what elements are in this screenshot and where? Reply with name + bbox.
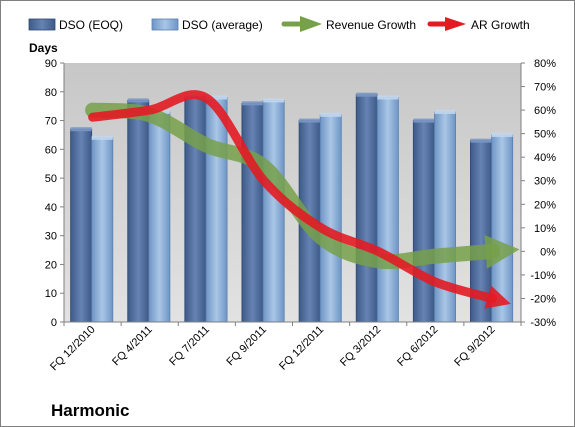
y-tick-label-0: 0 bbox=[51, 317, 57, 329]
y-tick-label-2: 20 bbox=[45, 259, 57, 271]
y-axis-title: Days bbox=[29, 41, 58, 55]
legend-item-dso-average: DSO (average) bbox=[151, 18, 263, 32]
bar-dso-average-7 bbox=[491, 134, 514, 323]
y-tick-label-3: 30 bbox=[45, 231, 57, 243]
y-tick-label-4: 40 bbox=[45, 202, 57, 214]
company-label: Harmonic bbox=[51, 401, 129, 420]
bar-dso-eoq-3 bbox=[241, 102, 264, 323]
line-revenue-growth bbox=[85, 102, 520, 270]
y-tick-label-8: 80 bbox=[45, 87, 57, 99]
y-right-tick-label-8: 50% bbox=[534, 129, 556, 141]
legend-label-revenue-growth: Revenue Growth bbox=[326, 18, 416, 32]
bar-cap-dso-eoq-0 bbox=[70, 127, 92, 132]
bar-cap-dso-average-4 bbox=[320, 112, 342, 117]
legend-label-ar-growth: AR Growth bbox=[471, 18, 530, 32]
bar-cap-dso-average-3 bbox=[263, 98, 285, 103]
x-tick-label-6: FQ 6/2012 bbox=[395, 324, 440, 369]
bar-cap-dso-average-5 bbox=[377, 95, 399, 100]
bar-cap-dso-average-0 bbox=[91, 135, 113, 140]
legend-item-ar-growth: AR Growth bbox=[427, 17, 530, 32]
legend-swatch-dso-eoq bbox=[28, 18, 56, 31]
y-right-tick-label-7: 40% bbox=[534, 152, 556, 164]
bar-cap-dso-average-6 bbox=[434, 109, 456, 114]
x-tick-label-4: FQ 12/2011 bbox=[277, 324, 326, 373]
bar-dso-average-4 bbox=[319, 114, 342, 323]
bar-dso-average-5 bbox=[376, 97, 399, 323]
x-tick-label-5: FQ 3/2012 bbox=[338, 324, 383, 369]
legend: DSO (EOQ) DSO (average) Revenue Growth A… bbox=[28, 16, 530, 32]
y-tick-label-5: 50 bbox=[45, 173, 57, 185]
bar-cap-dso-average-2 bbox=[206, 95, 228, 100]
bar-dso-eoq-5 bbox=[355, 94, 378, 323]
y-right-tick-label-5: 20% bbox=[534, 199, 556, 211]
y-right-tick-label-11: 80% bbox=[534, 58, 556, 70]
y-right-tick-label-4: 10% bbox=[534, 223, 556, 235]
bar-dso-eoq-0 bbox=[70, 128, 93, 323]
bar-dso-average-1 bbox=[148, 111, 171, 323]
legend-arrow-ar-growth bbox=[445, 17, 466, 31]
y-right-tick-label-10: 70% bbox=[534, 82, 556, 94]
bar-dso-eoq-1 bbox=[127, 100, 150, 323]
legend-item-revenue-growth: Revenue Growth bbox=[281, 16, 416, 32]
y-right-tick-label-2: -10% bbox=[530, 270, 556, 282]
bar-dso-average-0 bbox=[91, 137, 114, 323]
x-tick-label-2: FQ 7/2011 bbox=[167, 324, 212, 369]
y-tick-label-6: 60 bbox=[45, 144, 57, 156]
bar-cap-dso-eoq-1 bbox=[127, 98, 149, 103]
bar-dso-average-2 bbox=[205, 97, 228, 323]
y-tick-label-1: 10 bbox=[45, 288, 57, 300]
y-right-tick-label-0: -30% bbox=[530, 317, 556, 329]
bar-cap-dso-eoq-4 bbox=[299, 118, 321, 123]
y-tick-label-7: 70 bbox=[45, 116, 57, 128]
bar-dso-eoq-6 bbox=[412, 120, 435, 323]
y-right-tick-label-9: 60% bbox=[534, 105, 556, 117]
legend-swatch-dso-average bbox=[151, 18, 179, 31]
legend-item-dso-eoq: DSO (EOQ) bbox=[28, 18, 123, 32]
y-tick-label-9: 90 bbox=[45, 58, 57, 70]
line-ar-growth bbox=[88, 90, 511, 309]
legend-arrow-revenue-growth bbox=[300, 16, 322, 32]
y-right-tick-label-3: 0% bbox=[540, 246, 556, 258]
bar-cap-dso-eoq-5 bbox=[356, 92, 378, 97]
bar-cap-dso-eoq-3 bbox=[241, 101, 263, 106]
bar-cap-dso-average-7 bbox=[491, 132, 513, 137]
bar-cap-dso-eoq-7 bbox=[470, 138, 492, 143]
bar-dso-average-3 bbox=[262, 100, 285, 323]
x-tick-label-0: FQ 12/2010 bbox=[48, 324, 98, 374]
y-right-tick-label-1: -20% bbox=[530, 293, 556, 305]
bar-cap-dso-eoq-6 bbox=[413, 118, 435, 123]
legend-label-dso-eoq: DSO (EOQ) bbox=[59, 18, 123, 32]
y-right-tick-label-6: 30% bbox=[534, 176, 556, 188]
legend-label-dso-average: DSO (average) bbox=[182, 18, 263, 32]
x-tick-label-7: FQ 9/2012 bbox=[452, 324, 497, 369]
growth-lines bbox=[85, 90, 520, 309]
x-tick-label-3: FQ 9/2011 bbox=[224, 324, 269, 369]
x-tick-label-1: FQ 4/2011 bbox=[110, 324, 155, 369]
